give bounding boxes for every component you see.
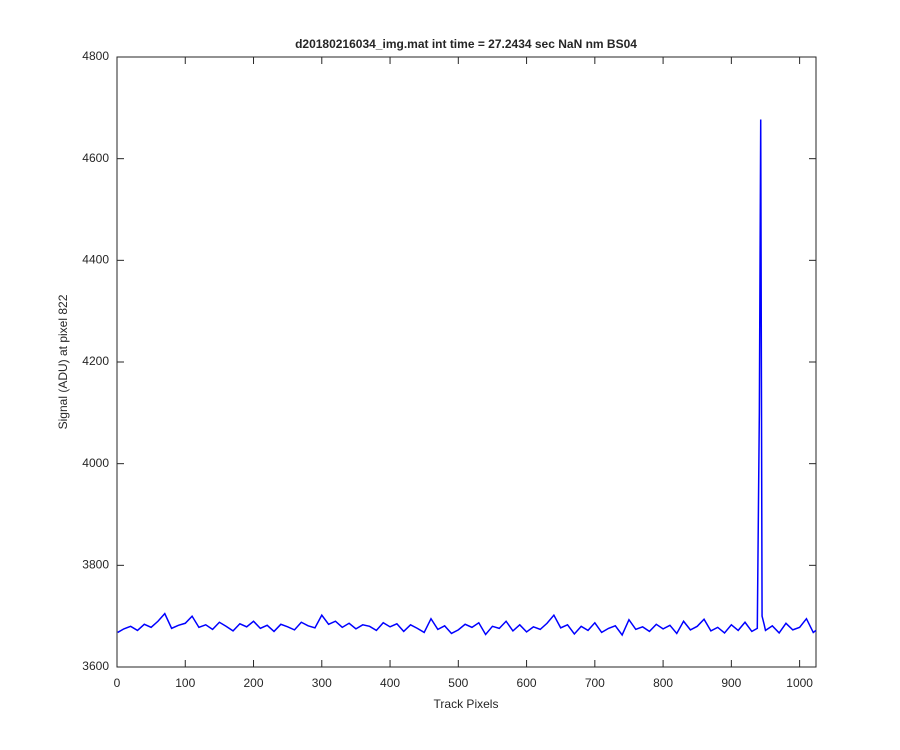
data-line <box>117 119 817 637</box>
x-tick-label: 600 <box>517 676 537 690</box>
y-axis-label: Signal (ADU) at pixel 822 <box>56 294 70 429</box>
y-tick-label: 3600 <box>82 659 109 673</box>
y-tick-label: 4800 <box>82 49 109 63</box>
y-tick-label: 4400 <box>82 253 109 267</box>
x-tick-label: 500 <box>448 676 468 690</box>
y-tick-label: 3800 <box>82 558 109 572</box>
chart-title: d20180216034_img.mat int time = 27.2434 … <box>295 37 637 51</box>
x-tick-label: 200 <box>244 676 264 690</box>
x-tick-label: 1000 <box>786 676 813 690</box>
x-tick-label: 400 <box>380 676 400 690</box>
x-tick-label: 300 <box>312 676 332 690</box>
y-tick-label: 4000 <box>82 456 109 470</box>
x-tick-label: 100 <box>175 676 195 690</box>
x-tick-label: 0 <box>114 676 121 690</box>
y-tick-label: 4200 <box>82 354 109 368</box>
x-tick-label: 700 <box>585 676 605 690</box>
x-axis-label: Track Pixels <box>434 697 499 711</box>
x-tick-label: 800 <box>653 676 673 690</box>
x-tick-label: 900 <box>721 676 741 690</box>
y-tick-label: 4600 <box>82 151 109 165</box>
